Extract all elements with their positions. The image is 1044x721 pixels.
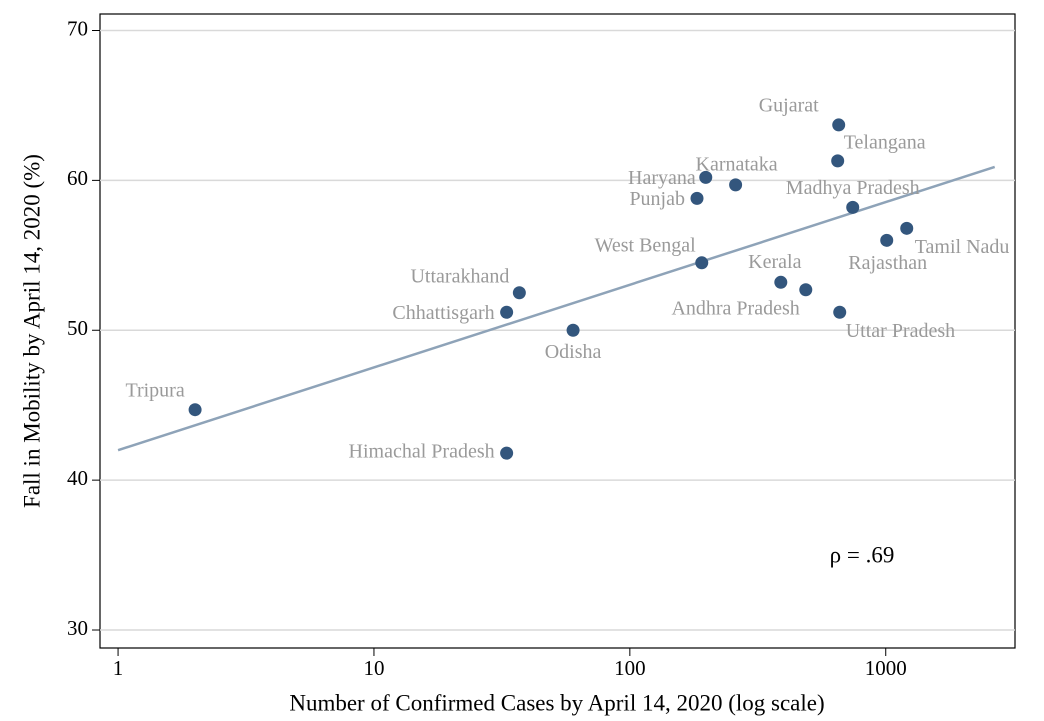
point	[566, 323, 580, 337]
point	[500, 446, 514, 460]
point	[729, 178, 743, 192]
point	[695, 256, 709, 270]
point	[799, 283, 813, 297]
x-tick-label: 1	[113, 656, 124, 680]
point-label: Andhra Pradesh	[671, 297, 799, 319]
point-label: West Bengal	[595, 234, 697, 256]
y-tick-label: 70	[67, 16, 88, 40]
point-label: Karnataka	[696, 153, 778, 175]
point	[690, 191, 704, 205]
point-label: Himachal Pradesh	[349, 441, 495, 463]
fit-line	[117, 165, 996, 452]
point	[880, 233, 894, 247]
annotation: ρ = .69	[830, 542, 895, 567]
point-label: Haryana	[628, 167, 696, 189]
y-tick-label: 50	[67, 316, 88, 340]
point	[833, 305, 847, 319]
point-label: Punjab	[629, 188, 685, 210]
y-tick-label: 30	[67, 616, 88, 640]
y-axis-title: Fall in Mobility by April 14, 2020 (%)	[19, 154, 44, 508]
y-tick-label: 60	[67, 166, 88, 190]
x-tick-label: 10	[363, 656, 384, 680]
x-tick-label: 1000	[865, 656, 907, 680]
point-label: Gujarat	[759, 95, 819, 117]
point	[846, 200, 860, 214]
point-label: Chhattisgarh	[392, 302, 494, 324]
point-label: Uttar Pradesh	[846, 320, 955, 342]
point	[900, 221, 914, 235]
point-label: Kerala	[748, 251, 801, 273]
point-label: Madhya Pradesh	[786, 177, 920, 199]
point	[699, 170, 713, 184]
point-label: Telangana	[844, 131, 926, 153]
point	[188, 403, 202, 417]
point	[500, 305, 514, 319]
point	[512, 286, 526, 300]
x-axis-title: Number of Confirmed Cases by April 14, 2…	[289, 690, 824, 715]
point	[774, 275, 788, 289]
point-label: Tripura	[125, 379, 184, 401]
point-label: Tamil Nadu	[915, 236, 1010, 258]
point	[832, 118, 846, 132]
y-tick-label: 40	[67, 466, 88, 490]
point-label: Rajasthan	[848, 252, 927, 274]
point	[831, 154, 845, 168]
point-label: Odisha	[545, 341, 602, 363]
x-tick-label: 100	[614, 656, 646, 680]
point-label: Uttarakhand	[410, 265, 509, 287]
